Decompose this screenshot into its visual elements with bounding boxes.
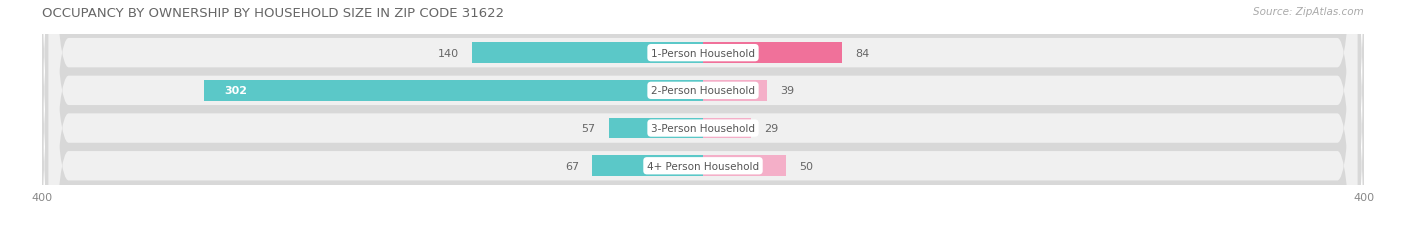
Text: 29: 29 — [763, 124, 779, 134]
FancyBboxPatch shape — [49, 0, 1357, 231]
FancyBboxPatch shape — [39, 0, 1367, 231]
Text: 140: 140 — [437, 49, 458, 58]
Bar — [703, 43, 842, 64]
Bar — [204, 81, 703, 101]
Bar — [703, 118, 751, 139]
Text: 39: 39 — [780, 86, 794, 96]
Text: 302: 302 — [224, 86, 247, 96]
FancyBboxPatch shape — [49, 0, 1357, 231]
Text: 3-Person Household: 3-Person Household — [651, 124, 755, 134]
Text: OCCUPANCY BY OWNERSHIP BY HOUSEHOLD SIZE IN ZIP CODE 31622: OCCUPANCY BY OWNERSHIP BY HOUSEHOLD SIZE… — [42, 7, 505, 20]
Bar — [592, 156, 703, 176]
Text: 2-Person Household: 2-Person Household — [651, 86, 755, 96]
FancyBboxPatch shape — [49, 0, 1357, 231]
Text: 57: 57 — [582, 124, 596, 134]
Bar — [471, 43, 703, 64]
Bar — [609, 118, 703, 139]
Bar — [703, 81, 768, 101]
Text: 4+ Person Household: 4+ Person Household — [647, 161, 759, 171]
FancyBboxPatch shape — [39, 0, 1367, 231]
Text: 84: 84 — [855, 49, 869, 58]
Text: Source: ZipAtlas.com: Source: ZipAtlas.com — [1253, 7, 1364, 17]
FancyBboxPatch shape — [49, 0, 1357, 231]
FancyBboxPatch shape — [39, 0, 1367, 231]
Bar — [703, 156, 786, 176]
Text: 50: 50 — [799, 161, 813, 171]
FancyBboxPatch shape — [39, 0, 1367, 231]
Text: 67: 67 — [565, 161, 579, 171]
Text: 1-Person Household: 1-Person Household — [651, 49, 755, 58]
